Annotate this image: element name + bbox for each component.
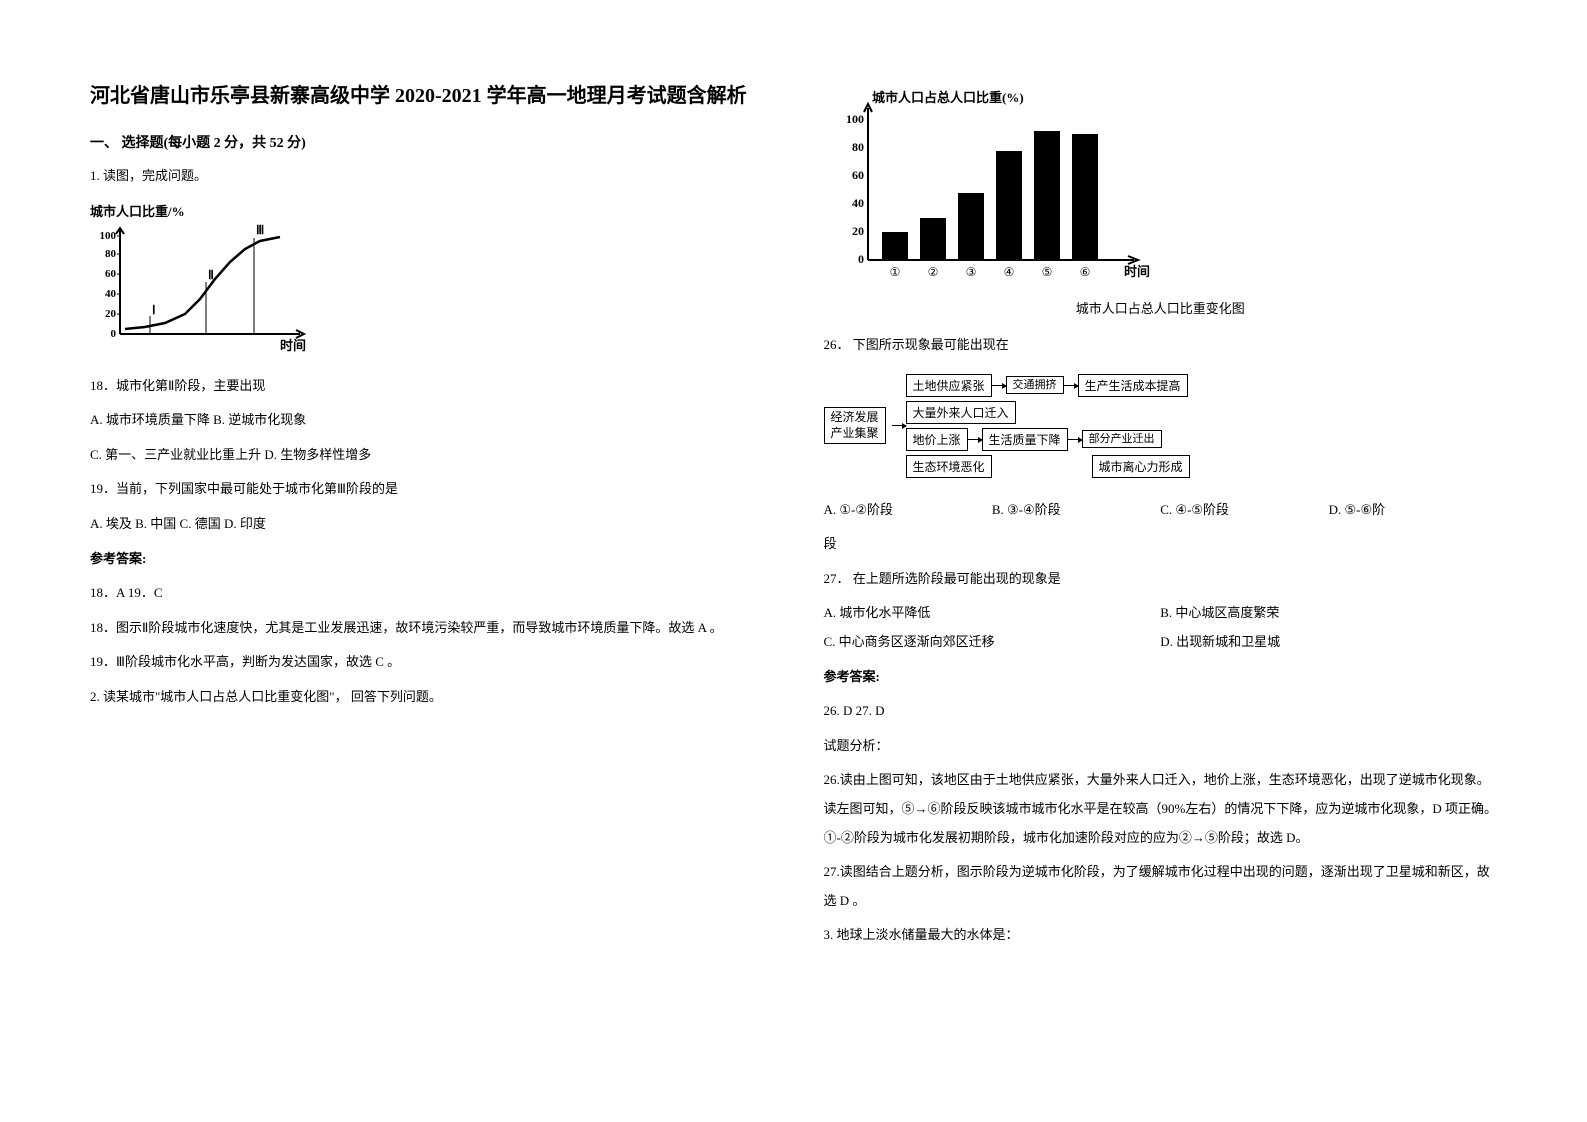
- svg-text:⑤: ⑤: [1041, 265, 1052, 279]
- q26-optA: A. ①-②阶段: [824, 496, 992, 525]
- exp19: 19．Ⅲ阶段城市化水平高，判断为发达国家，故选 C 。: [90, 648, 764, 677]
- svg-text:40: 40: [105, 288, 117, 300]
- q1-stem: 1. 读图，完成问题。: [90, 162, 764, 191]
- q18: 18．城市化第Ⅱ阶段，主要出现: [90, 372, 764, 401]
- flow-n7: 部分产业迁出: [1082, 430, 1162, 448]
- chart2-xlabel: 时间: [1124, 264, 1150, 279]
- flowchart: 经济发展 产业集聚 土地供应紧张 交通拥挤 生产生活成本提高 大量外来人口迁入 …: [824, 370, 1498, 482]
- arrow-icon: [892, 425, 906, 426]
- q26-optC: C. ④-⑤阶段: [1160, 496, 1328, 525]
- svg-text:60: 60: [105, 268, 117, 280]
- flow-n6: 生活质量下降: [982, 428, 1068, 451]
- svg-text:40: 40: [852, 196, 864, 210]
- flow-n5: 地价上涨: [906, 428, 968, 451]
- chart1-xlabel: 时间: [280, 338, 306, 353]
- svg-text:0: 0: [111, 328, 117, 340]
- flow-n9: 城市离心力形成: [1092, 455, 1190, 478]
- flow-n8: 生态环境恶化: [906, 455, 992, 478]
- section-header: 一、 选择题(每小题 2 分，共 52 分): [90, 132, 764, 152]
- chart2-svg: 城市人口占总人口比重(%) 0 20 40 60 80 100: [824, 90, 1154, 290]
- flow-n4: 大量外来人口迁入: [906, 401, 1016, 424]
- flow-left: 经济发展 产业集聚: [824, 407, 886, 444]
- chart2-ytitle: 城市人口占总人口比重(%): [872, 90, 1024, 105]
- q27-options-row2: C. 中心商务区逐渐向郊区迁移 D. 出现新城和卫星城: [824, 628, 1498, 657]
- q27-optB: B. 中心城区高度繁荣: [1160, 599, 1497, 628]
- q3: 3. 地球上淡水储量最大的水体是：: [824, 921, 1498, 950]
- flow-n2: 交通拥挤: [1006, 376, 1064, 394]
- svg-text:Ⅲ: Ⅲ: [256, 224, 264, 237]
- svg-text:20: 20: [105, 308, 117, 320]
- q27-optD: D. 出现新城和卫星城: [1160, 628, 1497, 657]
- q27-optA: A. 城市化水平降低: [824, 599, 1161, 628]
- arrow-icon: [1064, 385, 1078, 386]
- q26-optB: B. ③-④阶段: [992, 496, 1160, 525]
- exp18: 18．图示Ⅱ阶段城市化速度快，尤其是工业发展迅速，故环境污染较严重，而导致城市环…: [90, 614, 764, 643]
- svg-text:0: 0: [858, 252, 864, 266]
- exp27: 27.读图结合上题分析，图示阶段为逆城市化阶段，为了缓解城市化过程中出现的问题，…: [824, 858, 1498, 915]
- chart1: 城市人口比重/% 0 20 40 60 80 100: [90, 201, 764, 358]
- chart2-caption: 城市人口占总人口比重变化图: [824, 298, 1498, 317]
- q2-stem: 2. 读某城市"城市人口占总人口比重变化图"， 回答下列问题。: [90, 683, 764, 712]
- exp26: 26.读由上图可知，该地区由于土地供应紧张，大量外来人口迁入，地价上涨，生态环境…: [824, 766, 1498, 852]
- svg-text:⑥: ⑥: [1079, 265, 1090, 279]
- q27-optC: C. 中心商务区逐渐向郊区迁移: [824, 628, 1161, 657]
- arrow-icon: [1068, 439, 1082, 440]
- analysis-header: 试题分析：: [824, 732, 1498, 761]
- answer-header: 参考答案:: [90, 545, 764, 574]
- q26-options: A. ①-②阶段 B. ③-④阶段 C. ④-⑤阶段 D. ⑤-⑥阶: [824, 496, 1498, 525]
- svg-text:②: ②: [927, 265, 938, 279]
- svg-text:Ⅰ: Ⅰ: [152, 303, 156, 317]
- svg-text:④: ④: [1003, 265, 1014, 279]
- arrow-icon: [992, 385, 1006, 386]
- svg-text:20: 20: [852, 224, 864, 238]
- chart1-svg: 0 20 40 60 80 100 Ⅰ Ⅱ Ⅲ 时间: [90, 224, 320, 354]
- q19-opt: A. 埃及 B. 中国 C. 德国 D. 印度: [90, 510, 764, 539]
- q26-optD: D. ⑤-⑥阶: [1329, 496, 1497, 525]
- svg-text:100: 100: [100, 230, 117, 242]
- q18-opt-cd: C. 第一、三产业就业比重上升 D. 生物多样性增多: [90, 441, 764, 470]
- svg-text:①: ①: [889, 265, 900, 279]
- arrow-icon: [968, 439, 982, 440]
- q27-options-row1: A. 城市化水平降低 B. 中心城区高度繁荣: [824, 599, 1498, 628]
- doc-title: 河北省唐山市乐亭县新寨高级中学 2020-2021 学年高一地理月考试题含解析: [90, 80, 764, 112]
- flow-n1: 土地供应紧张: [906, 374, 992, 397]
- chart2: 城市人口占总人口比重(%) 0 20 40 60 80 100: [824, 90, 1498, 317]
- answer-header-r: 参考答案:: [824, 663, 1498, 692]
- q27: 27． 在上题所选阶段最可能出现的现象是: [824, 565, 1498, 594]
- flow-n3: 生产生活成本提高: [1078, 374, 1188, 397]
- svg-text:③: ③: [965, 265, 976, 279]
- svg-text:Ⅱ: Ⅱ: [208, 268, 214, 282]
- svg-text:80: 80: [105, 248, 117, 260]
- left-column: 河北省唐山市乐亭县新寨高级中学 2020-2021 学年高一地理月考试题含解析 …: [90, 80, 764, 1042]
- svg-text:100: 100: [846, 112, 864, 126]
- q26: 26． 下图所示现象最可能出现在: [824, 331, 1498, 360]
- q26-tail: 段: [824, 530, 1498, 559]
- svg-text:80: 80: [852, 140, 864, 154]
- q19: 19．当前，下列国家中最可能处于城市化第Ⅲ阶段的是: [90, 475, 764, 504]
- answer-1819: 18．A 19．C: [90, 579, 764, 608]
- chart1-ytitle: 城市人口比重/%: [90, 201, 764, 220]
- svg-text:60: 60: [852, 168, 864, 182]
- answer-2627: 26. D 27. D: [824, 697, 1498, 726]
- q18-opt-ab: A. 城市环境质量下降 B. 逆城市化现象: [90, 406, 764, 435]
- right-column: 城市人口占总人口比重(%) 0 20 40 60 80 100: [824, 80, 1498, 1042]
